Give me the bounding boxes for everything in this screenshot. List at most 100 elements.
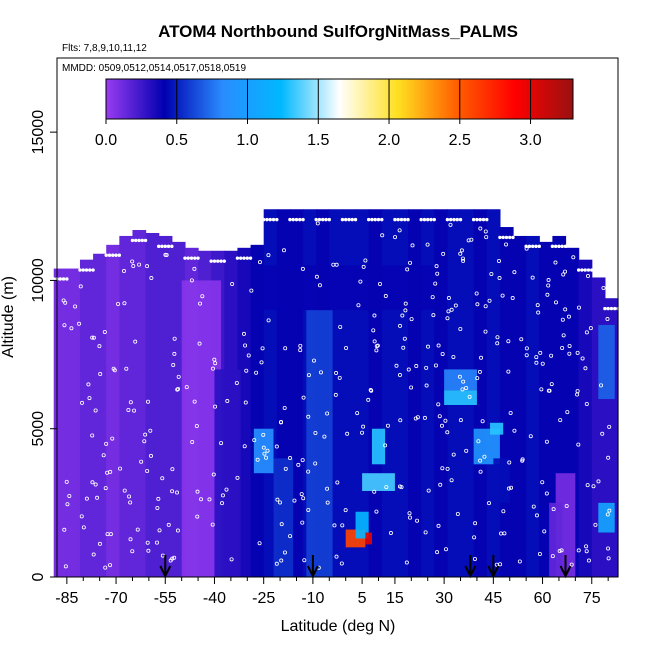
- sample-point: [146, 548, 151, 553]
- sample-point: [461, 258, 466, 263]
- sample-point: [399, 485, 404, 490]
- x-tick-label: -85: [55, 590, 78, 607]
- sample-point: [313, 461, 318, 466]
- sample-point: [111, 253, 115, 257]
- sample-point: [91, 335, 96, 340]
- sample-point: [199, 497, 204, 502]
- sample-point: [394, 363, 399, 368]
- heatmap-column: [66, 268, 81, 577]
- sample-point: [530, 275, 535, 280]
- sample-point: [458, 418, 463, 423]
- sample-point: [97, 541, 102, 546]
- sample-point: [478, 458, 483, 463]
- sample-point: [172, 555, 177, 560]
- heatmap-patch: [263, 265, 445, 311]
- sample-point: [480, 419, 485, 424]
- heatmap-column: [394, 209, 409, 577]
- sample-point: [360, 430, 365, 435]
- sample-point: [425, 242, 430, 247]
- plot-frame: [56, 57, 619, 578]
- sample-point: [425, 344, 430, 349]
- sample-point: [65, 502, 70, 507]
- sample-point: [436, 343, 441, 348]
- sample-point: [565, 410, 570, 415]
- sample-point: [80, 400, 85, 405]
- sample-point: [333, 392, 338, 397]
- sample-point: [432, 217, 436, 222]
- sample-point: [298, 343, 303, 348]
- sample-point: [343, 508, 348, 513]
- sample-point: [145, 264, 150, 269]
- sample-point: [332, 523, 337, 528]
- sample-point: [571, 255, 576, 260]
- sample-point: [560, 317, 565, 322]
- sample-point: [483, 329, 488, 334]
- x-tick-label: -25: [252, 590, 275, 607]
- sample-point: [257, 541, 262, 546]
- sample-point: [325, 411, 330, 416]
- sample-point: [145, 540, 150, 545]
- sample-point: [271, 217, 276, 222]
- sample-point: [254, 370, 259, 375]
- sample-point: [534, 355, 539, 360]
- sample-point: [531, 244, 535, 249]
- sample-point: [300, 458, 305, 463]
- sample-point: [404, 560, 409, 565]
- sample-point: [183, 256, 187, 260]
- sample-point: [512, 428, 517, 433]
- sample-point: [84, 268, 89, 272]
- sample-point: [108, 532, 113, 537]
- sample-point: [564, 503, 569, 508]
- sample-point: [62, 323, 67, 328]
- sample-point: [401, 345, 406, 350]
- sample-point: [472, 556, 477, 561]
- sample-point: [156, 496, 161, 501]
- sample-point: [245, 256, 249, 260]
- sample-point: [219, 441, 224, 446]
- sample-point: [265, 448, 270, 453]
- sample-point: [524, 353, 529, 358]
- sample-point: [128, 400, 133, 405]
- sample-point: [606, 556, 611, 561]
- y-axis-label: Altitude (m): [0, 276, 17, 358]
- sample-point: [584, 544, 589, 549]
- sample-point: [512, 270, 517, 275]
- heatmap-patch: [253, 428, 274, 474]
- sample-point: [458, 251, 463, 256]
- latitude-arrow-head: [487, 565, 500, 579]
- heatmap-column: [381, 209, 396, 577]
- heatmap-column: [250, 244, 265, 577]
- sample-point: [301, 217, 305, 222]
- sample-point: [344, 345, 349, 350]
- colorbar-tick-label: 3.0: [519, 132, 541, 149]
- sample-point: [361, 424, 366, 429]
- sample-point: [563, 307, 568, 312]
- sample-point: [266, 253, 271, 258]
- sample-point: [403, 308, 408, 313]
- sample-point: [62, 527, 67, 532]
- sample-point: [603, 306, 607, 311]
- sample-point: [559, 548, 564, 553]
- sample-point: [446, 309, 451, 314]
- sample-point: [128, 500, 133, 505]
- sample-point: [422, 217, 427, 222]
- sample-point: [374, 509, 379, 514]
- sample-point: [606, 306, 610, 311]
- sample-point: [607, 508, 612, 513]
- sample-point: [374, 348, 379, 353]
- sample-point: [405, 267, 410, 272]
- heatmap-column: [145, 232, 160, 577]
- sample-point: [563, 269, 568, 274]
- sample-point: [160, 244, 164, 249]
- sample-point: [172, 351, 177, 356]
- sample-point: [504, 242, 509, 247]
- sample-point: [301, 395, 306, 400]
- sample-point: [189, 256, 194, 260]
- sample-point: [448, 222, 453, 227]
- sample-point: [356, 303, 361, 308]
- sample-point: [241, 331, 246, 336]
- sample-point: [288, 217, 292, 222]
- sample-point: [494, 562, 499, 567]
- sample-point: [339, 561, 344, 566]
- sample-point: [321, 217, 325, 222]
